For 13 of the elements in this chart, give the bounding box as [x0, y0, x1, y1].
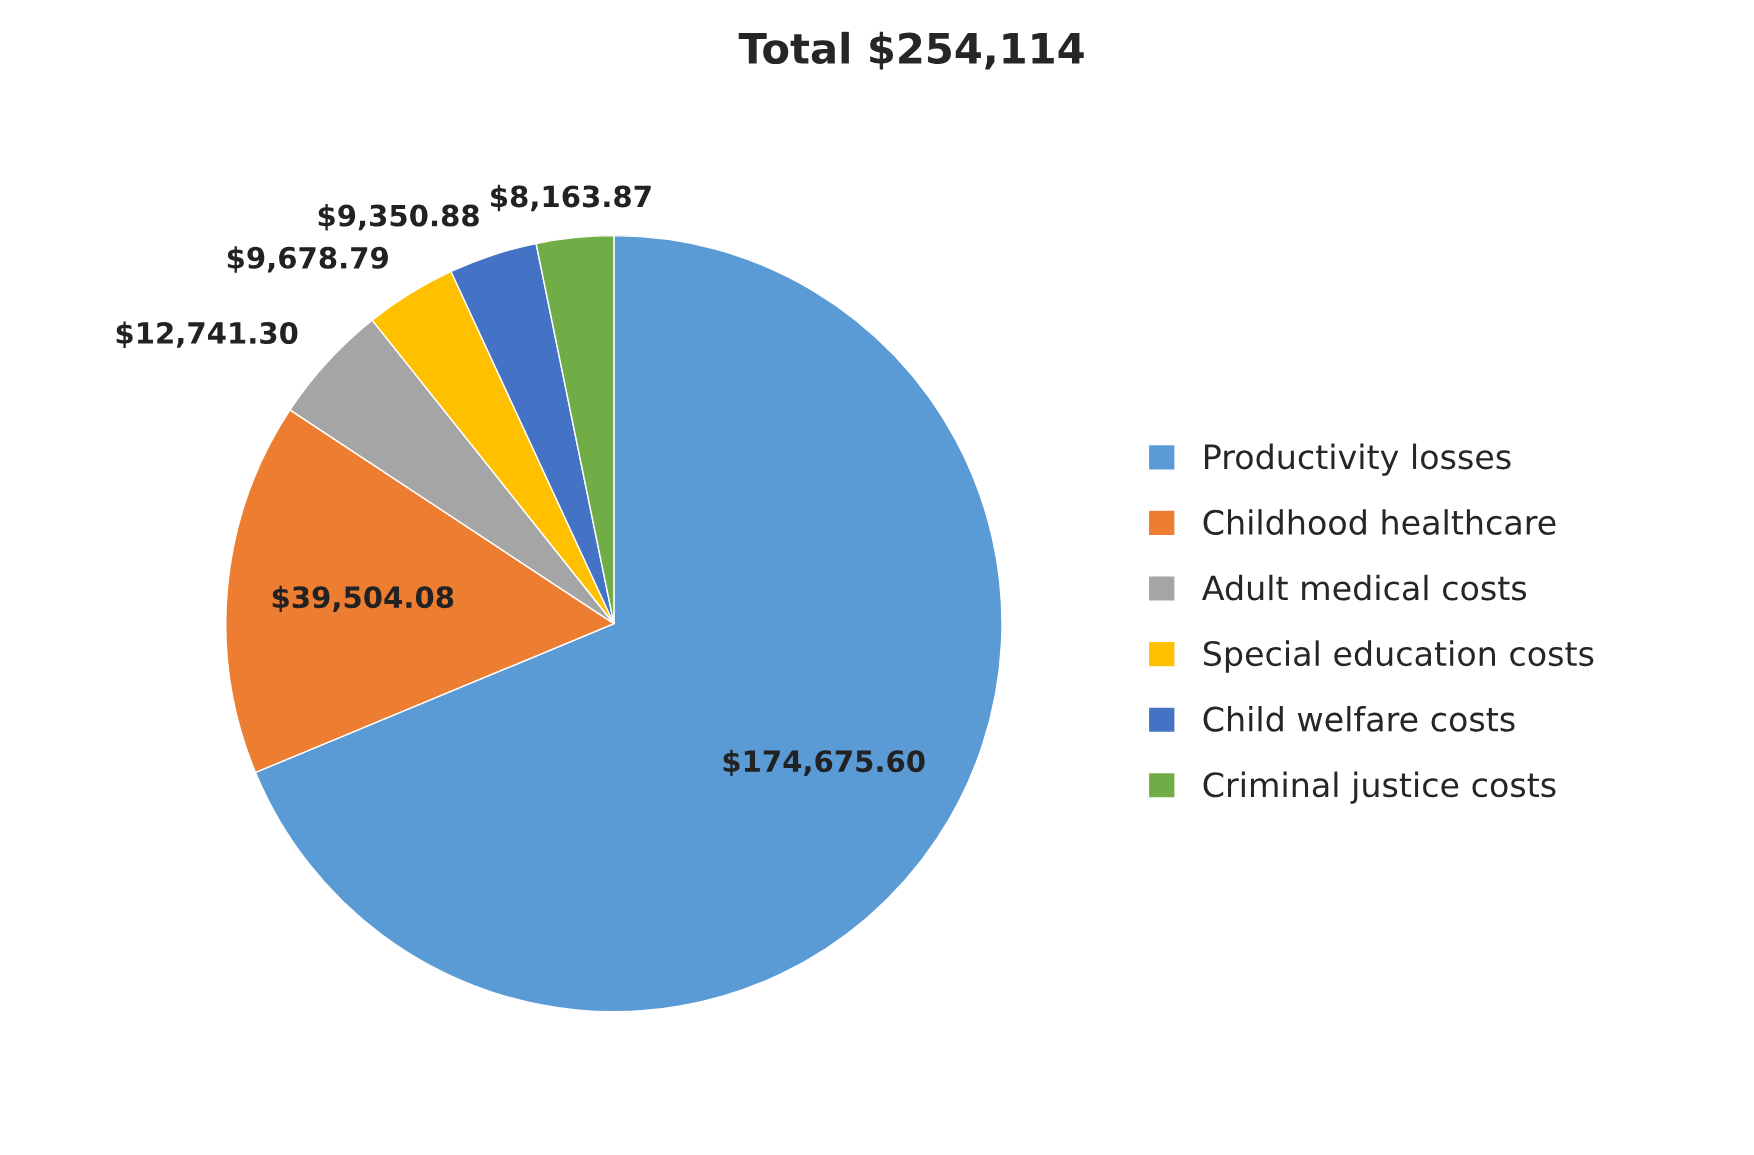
chart-title: Total $254,114 [738, 31, 1084, 70]
legend-label: Productivity losses [1205, 443, 1511, 476]
data-label: $9,350.88 [318, 204, 479, 231]
data-label: $9,678.79 [227, 246, 388, 273]
legend-label: Child welfare costs [1203, 705, 1515, 732]
legend-label: Childhood healthcare [1203, 509, 1556, 535]
legend-label: Adult medical costs [1202, 574, 1527, 601]
data-label: $8,163.87 [491, 184, 651, 212]
data-label: $39,504.08 [272, 585, 454, 613]
legend-label: Criminal justice costs [1203, 771, 1556, 804]
data-label: $12,741.30 [116, 321, 298, 348]
data-label: $174,675.60 [723, 749, 925, 777]
legend-label: Special education costs [1203, 640, 1594, 673]
